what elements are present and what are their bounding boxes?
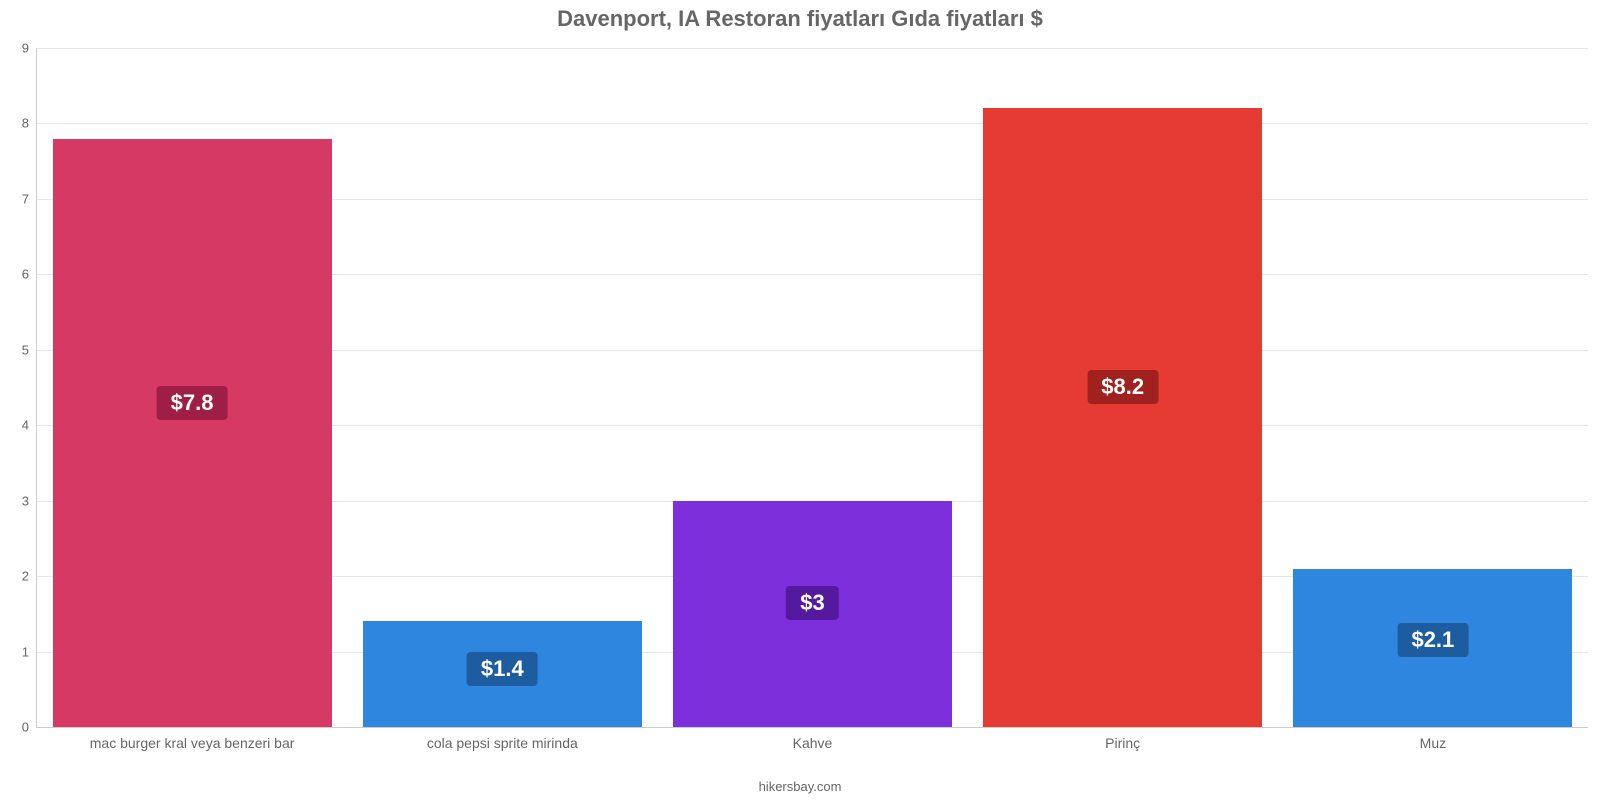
bar: $1.4 (363, 621, 642, 727)
y-tick-label: 4 (22, 418, 29, 433)
bar-value-label: $2.1 (1397, 623, 1468, 657)
y-tick-label: 9 (22, 41, 29, 56)
bar-value-label: $1.4 (467, 652, 538, 686)
bar-value-label: $3 (786, 586, 838, 620)
x-tick-label: cola pepsi sprite mirinda (427, 735, 578, 751)
y-tick-label: 5 (22, 342, 29, 357)
gridline (37, 123, 1588, 124)
x-tick-label: Pirinç (1105, 735, 1140, 751)
y-tick-label: 1 (22, 644, 29, 659)
bar-value-label: $7.8 (157, 386, 228, 420)
x-tick-label: Kahve (793, 735, 833, 751)
bar-chart: Davenport, IA Restoran fiyatları Gıda fi… (0, 0, 1600, 800)
y-tick-label: 8 (22, 116, 29, 131)
chart-footer: hikersbay.com (0, 779, 1600, 794)
y-tick-label: 6 (22, 267, 29, 282)
y-tick-label: 3 (22, 493, 29, 508)
x-tick-label: Muz (1420, 735, 1446, 751)
y-tick-label: 0 (22, 720, 29, 735)
chart-title: Davenport, IA Restoran fiyatları Gıda fi… (0, 0, 1600, 32)
bar: $2.1 (1293, 569, 1572, 727)
x-tick-label: mac burger kral veya benzeri bar (90, 735, 295, 751)
y-tick-label: 7 (22, 191, 29, 206)
y-tick-label: 2 (22, 569, 29, 584)
bar: $8.2 (983, 108, 1262, 727)
bar-value-label: $8.2 (1087, 370, 1158, 404)
gridline (37, 48, 1588, 49)
bar: $7.8 (53, 139, 332, 727)
plot-area: 0123456789$7.8mac burger kral veya benze… (36, 48, 1588, 728)
bar: $3 (673, 501, 952, 727)
